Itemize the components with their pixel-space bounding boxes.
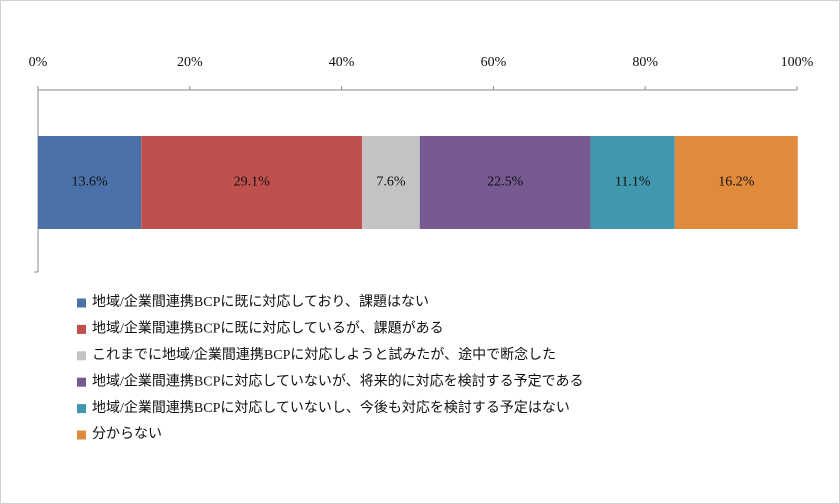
legend-label: 地域/企業間連携BCPに対応していないが、将来的に対応を検討する予定である — [92, 372, 584, 389]
x-tick-label: 20% — [177, 55, 203, 70]
bar-segment — [362, 136, 420, 229]
bar-segment — [590, 136, 675, 229]
data-label: 22.5% — [487, 175, 524, 190]
legend-swatch — [77, 404, 86, 414]
legend-swatch — [77, 324, 86, 334]
legend-swatch — [77, 377, 86, 387]
x-tick-label: 0% — [29, 55, 48, 70]
data-label: 11.1% — [615, 175, 651, 190]
bar-segment — [38, 136, 142, 229]
bar-segment — [419, 136, 591, 229]
legend-label: 分からない — [92, 426, 162, 442]
legend-label: 地域/企業間連携BCPに既に対応しており、課題はない — [92, 293, 429, 310]
legend-swatch — [77, 351, 86, 361]
legend-swatch — [77, 298, 86, 308]
bar-segment — [141, 136, 363, 229]
data-label: 16.2% — [718, 175, 755, 190]
data-label: 13.6% — [72, 175, 109, 190]
x-tick-label: 80% — [632, 55, 658, 70]
bar-segment — [674, 136, 798, 229]
legend-label: 地域/企業間連携BCPに既に対応しているが、課題がある — [92, 320, 444, 337]
legend-swatch — [77, 430, 86, 440]
legend-label: これまでに地域/企業間連携BCPに対応しようと試みたが、途中で断念した — [92, 346, 556, 363]
x-tick-label: 40% — [329, 55, 355, 70]
data-label: 7.6% — [376, 175, 406, 190]
legend-label: 地域/企業間連携BCPに対応していないし、今後も対応を検討する予定はない — [92, 399, 570, 416]
x-tick-label: 100% — [781, 55, 814, 70]
x-tick-label: 60% — [481, 55, 507, 70]
data-label: 29.1% — [234, 175, 271, 190]
